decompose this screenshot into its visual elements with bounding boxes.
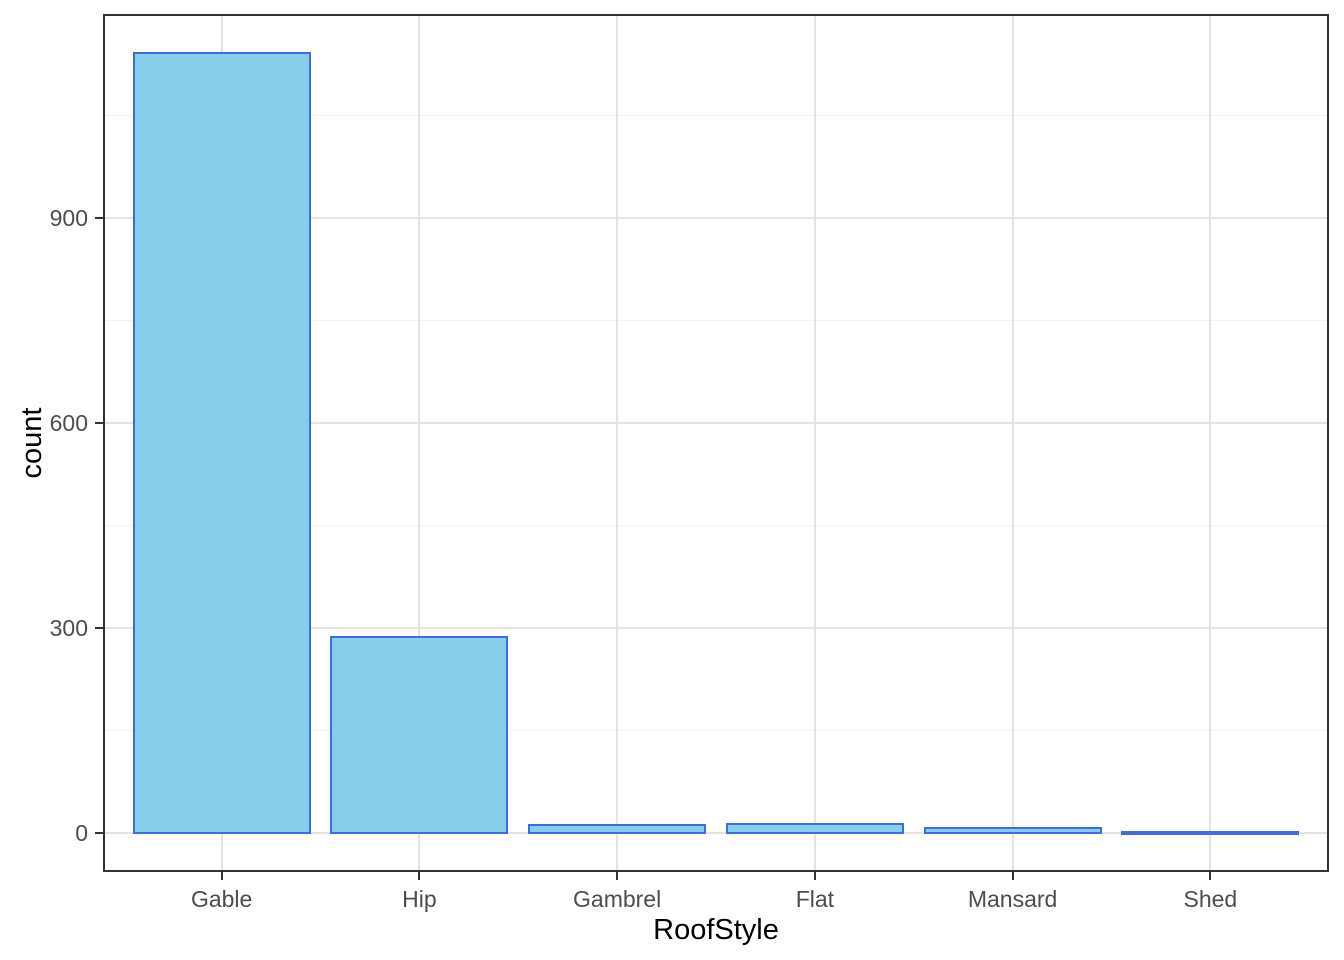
y-axis-tick: [95, 216, 103, 219]
y-axis-title: count: [16, 407, 48, 479]
x-axis-title: RoofStyle: [653, 914, 779, 946]
y-axis-tick: [95, 626, 103, 629]
x-axis-tick: [616, 872, 619, 880]
y-axis-tick: [95, 832, 103, 834]
y-tick-label: 300: [49, 614, 88, 641]
grid-major-x: [813, 14, 816, 872]
bar-hip: [330, 636, 509, 834]
grid-major-y: [103, 421, 1329, 424]
y-tick-label: 0: [75, 820, 88, 846]
y-axis-tick: [95, 421, 103, 424]
grid-major-x: [616, 14, 619, 872]
y-tick-label: 900: [49, 204, 88, 231]
x-axis-tick: [1011, 872, 1014, 880]
bar-mansard: [923, 827, 1102, 834]
grid-major-y: [103, 626, 1329, 629]
grid-minor-y: [103, 524, 1329, 526]
x-tick-label: Shed: [1183, 886, 1238, 912]
grid-major-x: [418, 14, 421, 872]
x-axis-tick: [813, 872, 816, 880]
y-tick-label: 600: [49, 409, 88, 436]
x-axis-tick: [220, 872, 223, 880]
bar-gambrel: [528, 824, 707, 834]
grid-major-y: [103, 216, 1329, 219]
x-axis-tick: [418, 872, 421, 880]
grid-major-x: [1209, 14, 1212, 872]
x-tick-label: Mansard: [967, 886, 1058, 912]
x-tick-label: Gable: [190, 886, 253, 912]
grid-minor-y: [103, 319, 1329, 321]
grid-minor-y: [103, 729, 1329, 731]
x-axis-tick: [1209, 872, 1212, 880]
bar-shed: [1121, 830, 1300, 835]
bar-gable: [132, 52, 311, 834]
x-tick-label: Gambrel: [573, 886, 662, 912]
panel-border: [103, 14, 1329, 872]
bar-flat: [725, 823, 904, 834]
grid-major-x: [1011, 14, 1014, 872]
x-tick-label: Flat: [795, 886, 835, 912]
grid-minor-y: [103, 114, 1329, 116]
x-tick-label: Hip: [402, 886, 437, 912]
grid-major-y: [103, 832, 1329, 834]
